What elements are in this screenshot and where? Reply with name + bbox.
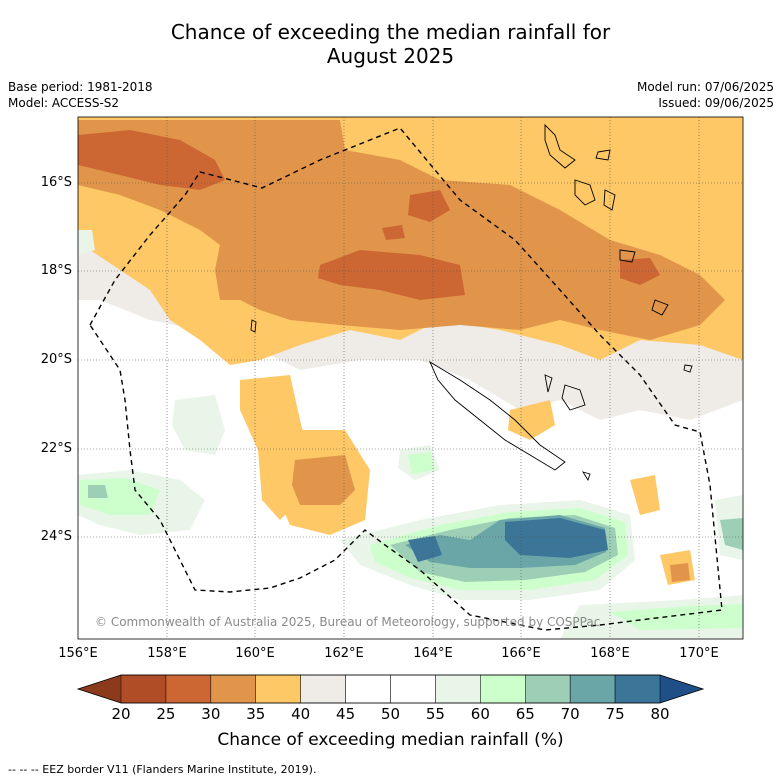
title-line-2: August 2025 <box>326 44 455 68</box>
colorbar-bin <box>435 674 481 704</box>
map-frame <box>77 116 744 640</box>
model-run: Model run: 07/06/2025 <box>636 80 774 94</box>
colorbar-bin <box>390 674 436 704</box>
issued-date: Issued: 09/06/2025 <box>658 96 774 110</box>
lon-tick-162e: 162°E <box>324 646 364 661</box>
base-period: Base period: 1981-2018 <box>8 80 153 94</box>
copyright-notice: © Commonwealth of Australia 2025, Bureau… <box>95 615 601 629</box>
colorbar-tick-label: 30 <box>201 705 221 723</box>
colorbar-tick-label: 45 <box>336 705 356 723</box>
meta-right: Model run: 07/06/2025 Issued: 09/06/2025 <box>637 79 774 111</box>
colorbar-low-arrow <box>78 675 121 703</box>
colorbar-tick-label: 70 <box>560 705 580 723</box>
model-name: Model: ACCESS-S2 <box>8 96 120 110</box>
eez-footnote: -- -- -- EEZ border V11 (Flanders Marine… <box>8 763 317 776</box>
colorbar-bin <box>300 674 346 704</box>
colorbar-tick-label: 65 <box>515 705 535 723</box>
lon-tick-164e: 164°E <box>413 646 453 661</box>
colorbar-tick-label: 35 <box>246 705 266 723</box>
lon-tick-158e: 158°E <box>147 646 187 661</box>
colorbar-bin <box>525 674 571 704</box>
colorbar-tick-label: 20 <box>111 705 131 723</box>
colorbar-tick-label: 55 <box>425 705 445 723</box>
lat-tick-18s: 18°S <box>40 263 72 278</box>
meta-left: Base period: 1981-2018 Model: ACCESS-S2 <box>8 79 153 111</box>
colorbar-bin <box>255 674 301 704</box>
coastlines <box>250 123 693 482</box>
map-field <box>78 117 743 639</box>
colorbar-tick-label: 80 <box>650 705 670 723</box>
lat-tick-22s: 22°S <box>40 441 72 456</box>
lon-tick-170e: 170°E <box>679 646 719 661</box>
colorbar-bin <box>569 674 616 704</box>
colorbar-bin <box>165 674 212 704</box>
colorbar-bin <box>480 674 526 704</box>
lon-tick-160e: 160°E <box>235 646 275 661</box>
colorbar-bin <box>210 674 256 704</box>
lon-tick-168e: 168°E <box>590 646 630 661</box>
colorbar-tick-label: 60 <box>470 705 490 723</box>
map-title: Chance of exceeding the median rainfall … <box>0 20 781 68</box>
colorbar <box>76 674 705 704</box>
vanuatu-coast-1 <box>544 123 576 169</box>
new-caledonia-coast <box>429 360 566 471</box>
lat-tick-20s: 20°S <box>40 352 72 367</box>
lat-tick-16s: 16°S <box>40 175 72 190</box>
colorbar-bin <box>120 674 167 704</box>
lat-tick-24s: 24°S <box>40 529 72 544</box>
colorbar-tick-label: 40 <box>291 705 311 723</box>
eez-border <box>89 127 723 631</box>
colorbar-bin <box>614 674 661 704</box>
title-line-1: Chance of exceeding the median rainfall … <box>170 20 611 44</box>
lon-tick-166e: 166°E <box>501 646 541 661</box>
lon-tick-156e: 156°E <box>58 646 98 661</box>
colorbar-tick-label: 50 <box>380 705 401 723</box>
colorbar-title: Chance of exceeding median rainfall (%) <box>217 730 564 750</box>
colorbar-bin <box>345 674 391 704</box>
gridlines <box>78 117 743 639</box>
colorbar-high-arrow <box>660 675 703 703</box>
colorbar-tick-label: 25 <box>156 705 176 723</box>
colorbar-tick-label: 75 <box>605 705 625 723</box>
